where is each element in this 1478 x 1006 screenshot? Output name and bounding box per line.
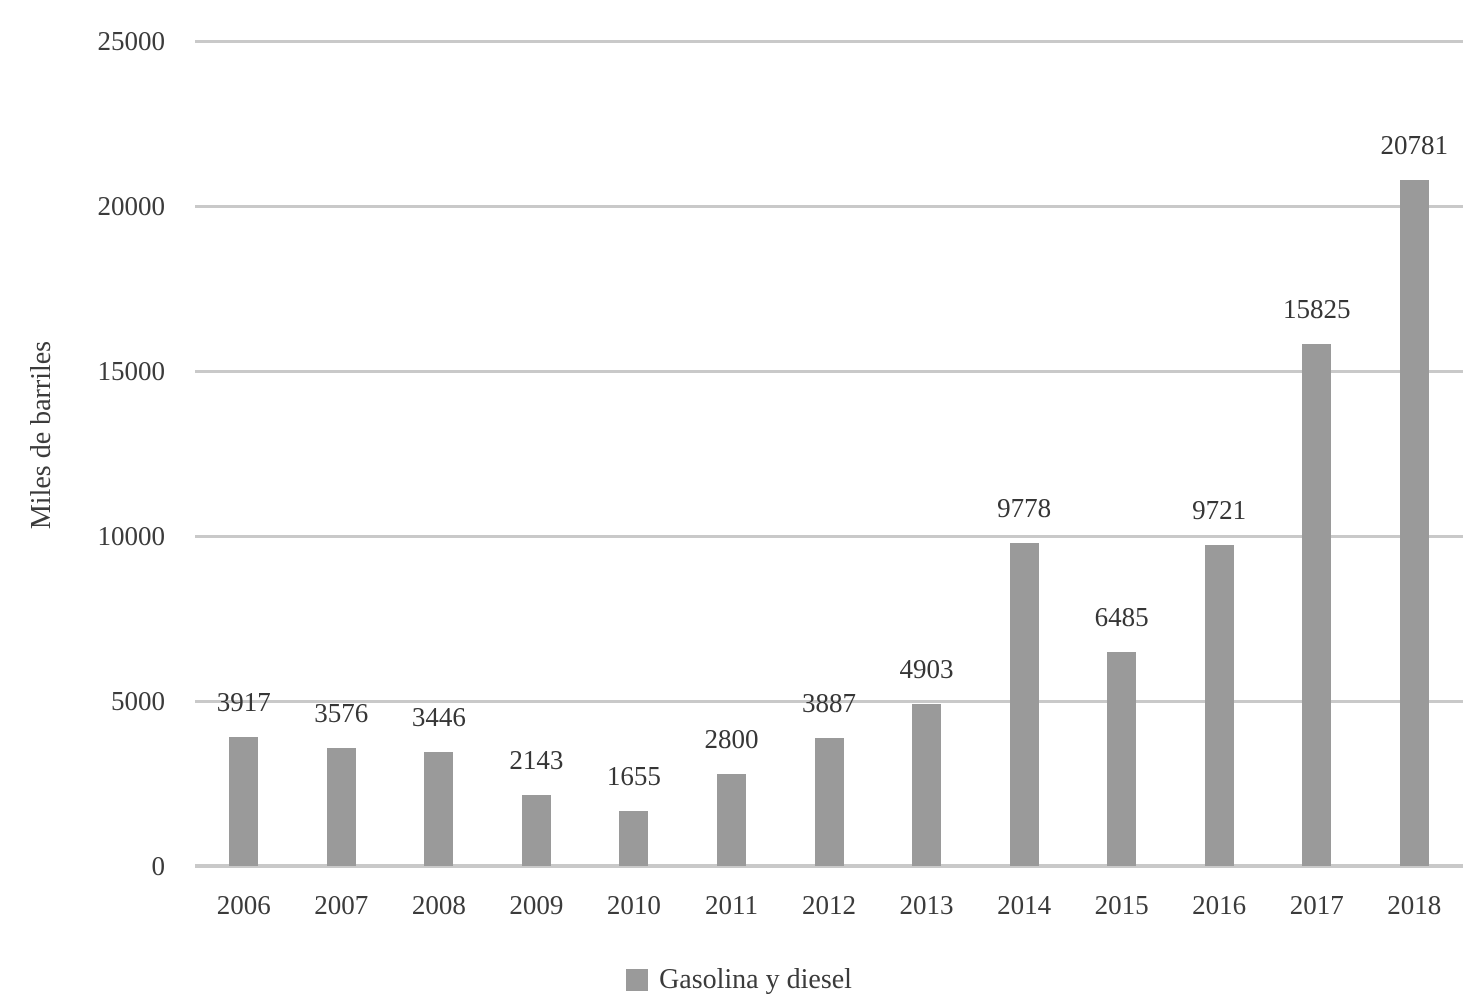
x-tick-label-2008: 2008 bbox=[411, 890, 466, 920]
x-axis-tick-labels: 2006 2007 2008 2009 2010 2011 2012 2013 2014 2015… bbox=[195, 889, 1463, 923]
x-tick-label-2015: 2015 bbox=[1094, 890, 1149, 920]
y-tick-label-10000: 10000 bbox=[97, 521, 166, 551]
x-axis-line bbox=[195, 864, 1463, 868]
gridline-5000 bbox=[195, 699, 1463, 703]
bar-value-label-2012: 3887 bbox=[802, 687, 856, 718]
x-tick-label-2014: 2014 bbox=[997, 890, 1052, 920]
x-tick-label-2009: 2009 bbox=[509, 890, 564, 920]
bar-value-label-2006: 3917 bbox=[216, 686, 271, 717]
gridline-10000 bbox=[195, 534, 1463, 538]
legend: Gasolina y diesel bbox=[0, 960, 1478, 1000]
y-tick-label-20000: 20000 bbox=[97, 191, 166, 221]
x-tick-label-2018: 2018 bbox=[1387, 890, 1442, 920]
bar-2011 bbox=[716, 773, 746, 866]
y-tick-label-0: 0 bbox=[151, 851, 166, 881]
bar-value-label-2018: 20781 bbox=[1380, 130, 1448, 161]
bar-2012 bbox=[814, 737, 844, 866]
bar-2010 bbox=[619, 811, 649, 866]
legend-swatch-gasolina-y-diesel bbox=[626, 969, 649, 991]
x-tick-label-2011: 2011 bbox=[704, 890, 758, 920]
x-tick-label-2006: 2006 bbox=[216, 890, 271, 920]
bar-2014 bbox=[1009, 543, 1039, 866]
bar-2018 bbox=[1399, 180, 1429, 866]
bar-value-label-2013: 4903 bbox=[899, 654, 954, 685]
plot-area: 3917 3576 3446 2143 1655 2800 3887 4903 9778 6485… bbox=[195, 39, 1463, 868]
y-tick-label-5000: 5000 bbox=[111, 686, 165, 716]
gridline-20000 bbox=[195, 204, 1463, 208]
bar-2007 bbox=[326, 748, 356, 866]
legend-label: Gasolina y diesel bbox=[659, 964, 852, 995]
bar-value-label-2017: 15825 bbox=[1282, 293, 1351, 324]
x-tick-label-2017: 2017 bbox=[1289, 890, 1344, 920]
y-tick-label-25000: 25000 bbox=[97, 26, 166, 56]
y-tick-label-15000: 15000 bbox=[97, 356, 166, 386]
bar-2017 bbox=[1302, 343, 1332, 866]
bar-value-label-2007: 3576 bbox=[314, 698, 369, 728]
bar-value-label-2010: 1655 bbox=[606, 761, 661, 792]
bar-2008 bbox=[424, 752, 454, 866]
bar-2009 bbox=[521, 795, 551, 866]
bar-2006 bbox=[229, 736, 259, 866]
bar-value-label-2016: 9721 bbox=[1192, 495, 1247, 526]
x-tick-label-2016: 2016 bbox=[1192, 890, 1247, 920]
x-tick-label-2013: 2013 bbox=[899, 890, 954, 920]
bar-2016 bbox=[1204, 545, 1234, 866]
x-tick-label-2012: 2012 bbox=[802, 890, 856, 920]
bar-value-label-2011: 2800 bbox=[704, 723, 759, 754]
bar-2015 bbox=[1107, 652, 1137, 866]
gridline-25000 bbox=[195, 39, 1463, 43]
bar-value-label-2015: 6485 bbox=[1094, 602, 1149, 632]
bar-value-label-2014: 9778 bbox=[997, 493, 1052, 524]
x-tick-label-2010: 2010 bbox=[606, 890, 661, 920]
y-axis-tick-labels: 0 5000 10000 15000 20000 25000 bbox=[0, 0, 166, 1006]
bar-2013 bbox=[912, 704, 942, 866]
bar-value-label-2009: 2143 bbox=[509, 745, 564, 776]
bar-value-label-2008: 3446 bbox=[411, 702, 466, 733]
gridline-15000 bbox=[195, 369, 1463, 373]
x-tick-label-2007: 2007 bbox=[314, 890, 369, 920]
